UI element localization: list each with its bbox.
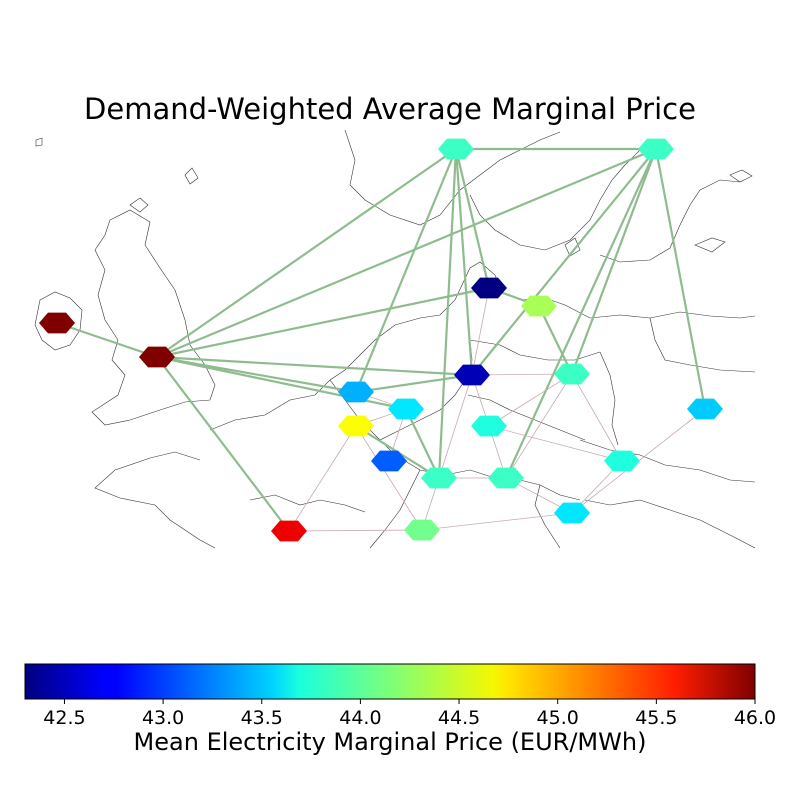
node-dk2 <box>521 295 557 317</box>
node-sk <box>604 450 640 472</box>
link-gb-dk <box>156 286 490 359</box>
node-hu <box>554 502 590 524</box>
link-ie-gb <box>56 321 158 359</box>
link-nl-de <box>355 373 473 394</box>
node-be <box>388 398 424 420</box>
link-se-de <box>471 148 657 376</box>
colorbar-gradient <box>24 663 756 700</box>
colorbar-tick-label: 46.0 <box>734 707 776 729</box>
node-ie <box>39 312 75 334</box>
colorbar-tick-label: 43.0 <box>142 707 184 729</box>
node-lt <box>687 398 723 420</box>
link-pl-cz <box>488 373 573 427</box>
link-dk-de <box>471 287 490 376</box>
link-fr-it <box>355 425 423 531</box>
network-links <box>56 147 707 532</box>
node-no <box>438 138 474 160</box>
node-de <box>454 364 490 386</box>
link-it-hu <box>421 512 573 531</box>
colorbar-tick-label: 42.5 <box>43 707 85 729</box>
node-es <box>271 520 307 542</box>
link-no-dk <box>454 148 491 289</box>
colorbar-tick-label: 44.5 <box>438 707 480 729</box>
link-no-de <box>454 148 474 376</box>
link-se-pl <box>570 148 658 375</box>
link-gb-es <box>156 356 290 532</box>
link-dk2-pl <box>538 305 573 375</box>
node-it <box>404 519 440 541</box>
link-de-ch <box>438 374 473 479</box>
link-pl-at <box>505 373 573 479</box>
colorbar-tick-label: 45.0 <box>537 707 579 729</box>
link-se-at <box>504 148 658 479</box>
node-dk <box>471 277 507 299</box>
link-cz-sk <box>488 425 623 462</box>
link-gb-de <box>156 355 473 377</box>
node-fr <box>338 415 374 437</box>
node-lu <box>371 450 407 472</box>
node-se <box>638 138 674 160</box>
colorbar-tick-label: 44.0 <box>339 707 381 729</box>
node-pl <box>554 363 590 385</box>
link-gb-se <box>156 147 657 359</box>
colorbar-tick-label: 43.5 <box>241 707 283 729</box>
network-nodes <box>39 138 723 542</box>
node-cz <box>471 415 507 437</box>
colorbar: 42.5 43.0 43.5 44.0 44.5 45.0 45.5 46.0 <box>24 663 776 729</box>
colorbar-ticks: 42.5 43.0 43.5 44.0 44.5 45.0 45.5 46.0 <box>43 699 776 729</box>
link-es-it <box>288 529 423 532</box>
link-se-lt <box>654 148 707 410</box>
chart-title: Demand-Weighted Average Marginal Price <box>84 92 696 126</box>
colorbar-tick-label: 45.5 <box>635 707 677 729</box>
node-nl <box>338 381 374 403</box>
link-no-nl <box>354 148 458 393</box>
link-fr-es <box>288 425 357 532</box>
node-ch <box>421 467 457 489</box>
link-pl-sk <box>571 373 623 462</box>
colorbar-label: Mean Electricity Marginal Price (EUR/MWh… <box>133 728 647 756</box>
link-gb-no <box>156 148 457 358</box>
link-no-ch <box>437 148 458 479</box>
node-gb <box>139 346 175 368</box>
link-be-ch <box>405 408 440 479</box>
node-at <box>488 467 524 489</box>
